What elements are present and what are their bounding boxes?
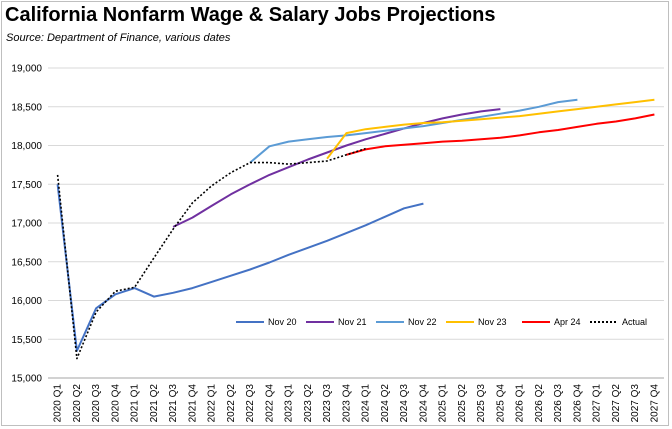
x-tick-label: 2023 Q3 (322, 384, 333, 423)
x-tick-label: 2027 Q2 (611, 384, 622, 423)
x-tick-label: 2027 Q3 (630, 384, 641, 423)
x-tick-label: 2026 Q1 (515, 384, 526, 423)
y-tick-label: 15,500 (11, 335, 42, 346)
x-tick-label: 2022 Q2 (226, 384, 237, 423)
x-tick-label: 2026 Q3 (553, 384, 564, 423)
chart-subtitle: Source: Department of Finance, various d… (6, 32, 231, 44)
x-tick-label: 2022 Q4 (264, 384, 275, 423)
legend-label: Nov 20 (268, 317, 297, 327)
x-tick-label: 2025 Q3 (476, 384, 487, 423)
x-tick-label: 2020 Q1 (53, 384, 64, 423)
y-tick-label: 17,000 (11, 219, 42, 230)
legend-label: Nov 23 (478, 317, 507, 327)
series-line-apr-24 (346, 113, 655, 156)
x-tick-label: 2021 Q3 (168, 384, 179, 423)
x-tick-label: 2024 Q3 (399, 384, 410, 423)
x-tick-label: 2025 Q2 (457, 384, 468, 423)
x-tick-label: 2020 Q2 (72, 384, 83, 423)
x-tick-label: 2024 Q1 (361, 384, 372, 423)
x-tick-label: 2027 Q1 (592, 384, 603, 423)
x-tick-label: 2025 Q4 (495, 384, 506, 423)
y-tick-label: 17,500 (11, 180, 42, 191)
series-line-nov-20 (56, 184, 424, 352)
y-tick-label: 16,500 (11, 257, 42, 268)
x-tick-label: 2020 Q3 (91, 384, 102, 423)
series-line-nov-22 (249, 98, 578, 164)
y-tick-label: 18,000 (11, 141, 42, 152)
y-tick-label: 19,000 (11, 64, 42, 75)
y-tick-label: 16,000 (11, 296, 42, 307)
series-line-nov-21 (172, 108, 501, 228)
legend-label: Apr 24 (554, 317, 581, 327)
x-tick-label: 2022 Q1 (207, 384, 218, 423)
legend-label: Nov 22 (408, 317, 437, 327)
chart-title: California Nonfarm Wage & Salary Jobs Pr… (5, 4, 496, 26)
x-tick-label: 2024 Q4 (418, 384, 429, 423)
x-tick-label: 2021 Q1 (130, 384, 141, 423)
x-tick-label: 2022 Q3 (245, 384, 256, 423)
x-tick-label: 2020 Q4 (110, 384, 121, 423)
x-tick-label: 2023 Q4 (341, 384, 352, 423)
x-tick-label: 2021 Q2 (149, 384, 160, 423)
x-tick-label: 2027 Q4 (649, 384, 660, 423)
x-tick-label: 2023 Q1 (284, 384, 295, 423)
x-tick-label: 2021 Q4 (187, 384, 198, 423)
legend-label: Nov 21 (338, 317, 367, 327)
x-tick-label: 2025 Q1 (438, 384, 449, 423)
x-tick-label: 2024 Q2 (380, 384, 391, 423)
series-line-actual (56, 147, 366, 360)
y-tick-label: 18,500 (11, 102, 42, 113)
x-tick-label: 2026 Q2 (534, 384, 545, 423)
x-tick-label: 2023 Q2 (303, 384, 314, 423)
y-tick-label: 15,000 (11, 374, 42, 385)
legend-label: Actual (622, 317, 647, 327)
series-line-nov-23 (326, 98, 655, 160)
x-tick-label: 2026 Q4 (572, 384, 583, 423)
